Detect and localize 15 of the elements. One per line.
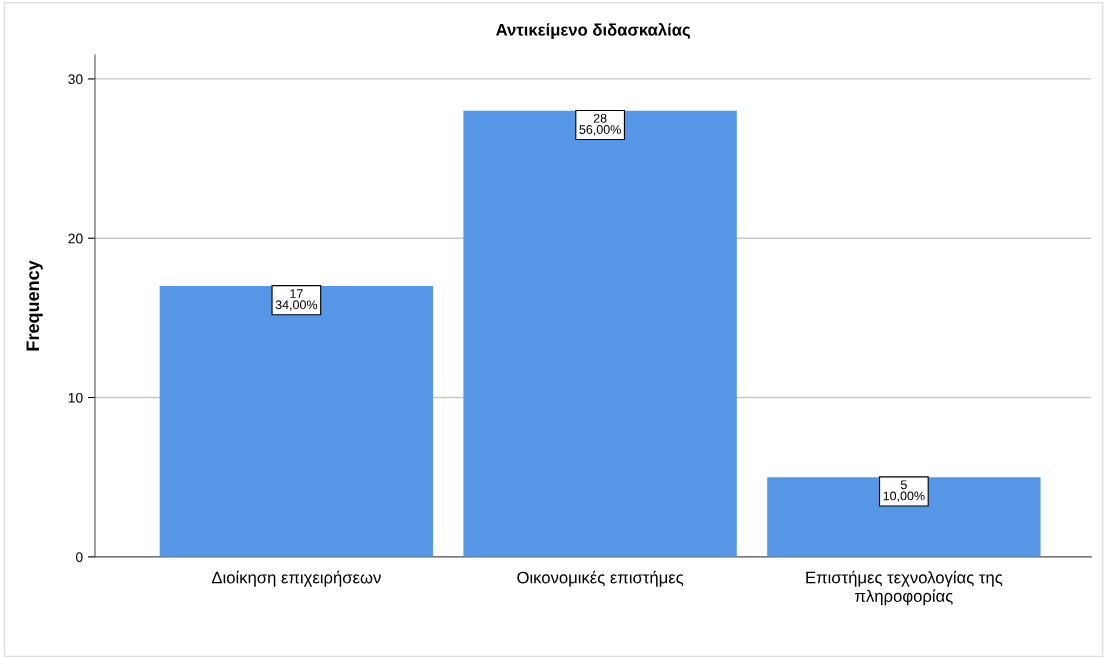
x-tick-label: Οικονομικές επιστήμες [517,570,684,587]
y-tick-label: 30 [68,74,83,85]
x-tick-label: Επιστήμες τεχνολογίας της πληροφορίας [806,570,1003,606]
y-tick-label: 20 [68,233,83,244]
data-label: 17 34,00% [275,289,318,311]
bar [463,110,737,557]
chart-title: Αντικείμενο διδασκαλίας [496,23,690,39]
y-tick-label: 10 [68,392,83,403]
y-axis-title: Frequency [26,260,43,351]
x-tick-label: Διοίκηση επιχειρήσεων [211,570,381,587]
bar [159,286,434,557]
y-tick-label: 0 [75,552,83,563]
data-label: 5 10,00% [883,480,925,502]
bar [767,477,1041,557]
data-label: 28 56,00% [579,113,621,136]
